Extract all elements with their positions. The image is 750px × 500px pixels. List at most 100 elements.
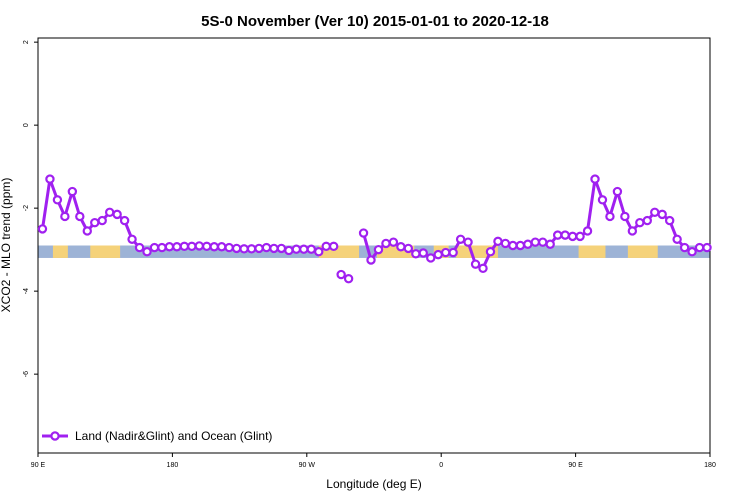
data-point bbox=[261, 242, 272, 253]
data-point bbox=[306, 244, 316, 254]
data-point bbox=[60, 211, 70, 222]
data-point bbox=[179, 241, 190, 252]
data-point bbox=[635, 217, 645, 228]
data-point bbox=[694, 242, 705, 253]
data-point bbox=[396, 242, 406, 252]
legend-label: Land (Nadir&Glint) and Ocean (Glint) bbox=[75, 429, 272, 443]
data-point bbox=[672, 234, 682, 244]
data-point bbox=[157, 242, 167, 253]
data-point bbox=[373, 244, 384, 255]
data-point bbox=[112, 209, 122, 220]
data-point bbox=[470, 259, 481, 269]
data-point bbox=[104, 207, 115, 217]
data-point bbox=[231, 243, 242, 254]
data-point bbox=[508, 240, 518, 251]
data-point bbox=[343, 274, 354, 284]
y-tick-label-0: 2 bbox=[23, 40, 30, 44]
data-point bbox=[142, 247, 152, 257]
data-point bbox=[216, 242, 227, 252]
data-point bbox=[97, 215, 107, 226]
data-point bbox=[224, 242, 234, 253]
data-point bbox=[575, 231, 585, 242]
data-point bbox=[642, 215, 652, 226]
data-point bbox=[134, 242, 145, 253]
series-line-0-0 bbox=[41, 177, 334, 254]
data-point bbox=[448, 247, 458, 258]
data-point bbox=[336, 269, 346, 280]
data-point bbox=[582, 226, 593, 236]
data-point bbox=[328, 241, 339, 252]
data-point bbox=[411, 249, 421, 259]
x-tick-label-2: 90 W bbox=[299, 462, 316, 469]
y-tick-label-3: -4 bbox=[23, 288, 30, 294]
data-point bbox=[485, 247, 496, 257]
x-tick-label-5: 180 bbox=[704, 462, 716, 469]
land-band-segment-0 bbox=[52, 245, 68, 258]
data-point bbox=[358, 228, 369, 238]
chart-title: 5S-0 November (Ver 10) 2015-01-01 to 202… bbox=[201, 13, 549, 30]
data-point bbox=[530, 237, 540, 247]
data-point bbox=[314, 247, 324, 257]
x-axis-label: Longitude (deg E) bbox=[326, 477, 421, 491]
y-tick-label-1: 0 bbox=[23, 123, 30, 127]
data-point bbox=[493, 236, 503, 247]
y-tick-label-2: -2 bbox=[23, 205, 30, 211]
data-point bbox=[590, 174, 600, 184]
data-point bbox=[37, 224, 48, 234]
data-point bbox=[67, 186, 78, 197]
data-point bbox=[381, 238, 391, 249]
data-point bbox=[269, 243, 279, 254]
data-point bbox=[687, 247, 697, 257]
data-point bbox=[702, 242, 712, 253]
data-point bbox=[620, 211, 630, 222]
data-point bbox=[119, 215, 130, 226]
data-point bbox=[657, 209, 667, 220]
data-point bbox=[194, 241, 204, 251]
data-point bbox=[597, 195, 608, 205]
data-point bbox=[75, 211, 85, 222]
data-point bbox=[403, 243, 414, 254]
x-tick-label-1: 180 bbox=[167, 462, 179, 469]
legend: Land (Nadir&Glint) and Ocean (Glint) bbox=[42, 429, 272, 443]
data-point bbox=[433, 249, 443, 260]
data-point bbox=[321, 241, 331, 252]
y-tick-label-4: -6 bbox=[23, 371, 30, 377]
data-point bbox=[127, 234, 137, 244]
data-point bbox=[500, 238, 511, 249]
data-point bbox=[90, 217, 100, 228]
x-tick-label-3: 0 bbox=[439, 462, 443, 469]
data-point bbox=[612, 186, 623, 197]
data-point bbox=[276, 243, 287, 254]
data-point bbox=[246, 244, 257, 254]
x-axis: 90 E 180 90 W 0 90 E 180 bbox=[31, 453, 716, 469]
legend-marker-swatch bbox=[50, 431, 60, 441]
data-point bbox=[463, 237, 473, 247]
data-point bbox=[605, 211, 615, 222]
x-tick-label-0: 90 E bbox=[31, 462, 46, 469]
data-point bbox=[164, 242, 175, 252]
y-axis-label: XCO2 - MLO trend (ppm) bbox=[0, 178, 13, 313]
data-point bbox=[523, 239, 533, 249]
data-point bbox=[426, 253, 436, 263]
data-point bbox=[440, 247, 451, 258]
data-point bbox=[664, 215, 675, 226]
data-point bbox=[650, 207, 660, 217]
data-point bbox=[45, 174, 55, 184]
data-point bbox=[202, 241, 212, 252]
data-point bbox=[366, 255, 376, 265]
data-point bbox=[418, 248, 428, 258]
land-band-segment-1 bbox=[90, 245, 121, 258]
data-point bbox=[388, 237, 399, 247]
y-axis: 2 0 -2 -4 -6 bbox=[23, 40, 38, 377]
data-point bbox=[291, 244, 302, 254]
data-point bbox=[627, 226, 638, 236]
land-band-segment-7 bbox=[627, 245, 658, 258]
data-point bbox=[209, 242, 219, 252]
data-point bbox=[149, 242, 160, 253]
data-point bbox=[538, 237, 548, 247]
series-layer bbox=[37, 174, 712, 284]
data-point bbox=[567, 231, 578, 242]
data-point bbox=[552, 230, 563, 240]
data-point bbox=[299, 244, 309, 254]
